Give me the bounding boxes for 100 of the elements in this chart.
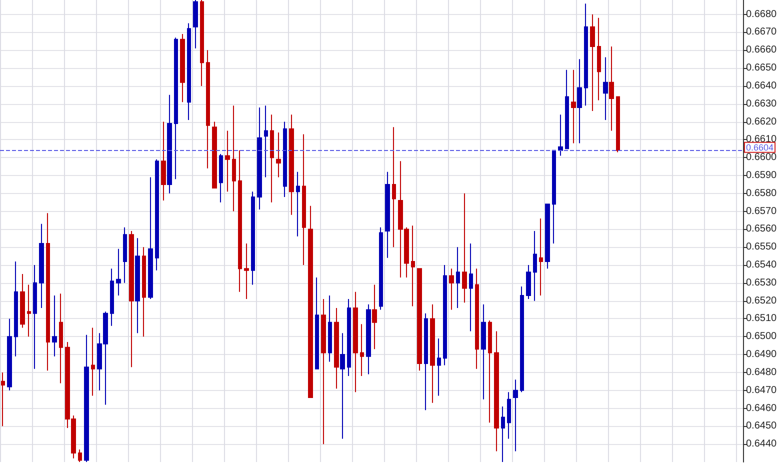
candlestick <box>449 268 454 310</box>
candlestick <box>148 176 153 300</box>
candlestick <box>206 50 210 169</box>
candlestick <box>33 264 37 370</box>
candlestick <box>187 22 191 120</box>
candlestick <box>456 246 460 308</box>
candlestick <box>155 158 159 271</box>
candlestick <box>501 406 505 462</box>
candlestick <box>238 150 242 292</box>
candlestick <box>545 204 550 270</box>
candlestick <box>251 191 255 286</box>
candlestick <box>603 56 608 120</box>
candlestick <box>417 268 422 372</box>
candlestick <box>533 230 537 302</box>
candlestick <box>123 226 127 284</box>
candlestick <box>481 304 486 400</box>
candlestick <box>283 121 287 198</box>
candlestick <box>116 248 121 296</box>
candlestick <box>110 268 114 326</box>
candlestick <box>571 69 576 144</box>
candlestick <box>366 304 371 375</box>
candlestick <box>520 286 524 393</box>
candlestick <box>437 338 441 396</box>
candlestick <box>161 121 166 202</box>
candlestick <box>347 298 351 377</box>
candlestick <box>20 273 25 328</box>
y-tick-label: 0.6650 <box>746 62 778 74</box>
y-tick-label: 0.6560 <box>746 224 778 235</box>
candlestick <box>200 0 204 86</box>
candlestick <box>590 14 595 112</box>
candlestick <box>302 134 306 266</box>
candlestick <box>411 225 415 307</box>
y-tick-label: 0.6530 <box>746 277 778 288</box>
y-tick-label: 0.6490 <box>746 349 778 360</box>
candlestick <box>59 293 63 384</box>
candlestick <box>46 212 50 372</box>
y-tick-label: 0.6600 <box>746 152 778 164</box>
candlestick <box>52 294 57 357</box>
candlestick <box>174 37 178 180</box>
candlestick <box>27 284 31 338</box>
candlestick <box>577 58 582 144</box>
candlestick <box>7 318 12 391</box>
candlestick <box>321 298 326 445</box>
candlestick <box>193 0 198 49</box>
candlestick <box>552 150 556 244</box>
candlestick <box>372 284 377 350</box>
candlestick <box>244 243 249 300</box>
candlestick <box>135 238 140 334</box>
candlestick <box>469 243 473 332</box>
candlestick <box>353 291 358 393</box>
candlestick <box>597 17 601 101</box>
candlestick <box>328 294 332 362</box>
candlestick <box>219 154 223 203</box>
candlestick <box>539 218 543 296</box>
candlestick <box>180 34 185 103</box>
candlestick <box>257 106 262 210</box>
y-tick-label: 0.6570 <box>746 206 778 217</box>
y-tick-label: 0.6680 <box>746 8 778 20</box>
candlestick <box>1 372 5 427</box>
y-tick-label: 0.6500 <box>746 331 778 342</box>
candlestick <box>232 105 236 212</box>
candlestick <box>129 230 134 368</box>
candlestick <box>296 171 300 237</box>
y-tick-label: 0.6660 <box>746 44 778 56</box>
candlestick <box>443 264 447 366</box>
y-tick-label: 0.6470 <box>746 384 778 396</box>
candlestick <box>513 379 518 452</box>
candlestick <box>609 46 614 132</box>
candlestick <box>488 320 492 424</box>
candlestick <box>84 334 89 462</box>
candlestick <box>385 171 390 258</box>
y-tick-label: 0.6540 <box>746 260 778 271</box>
candlestick <box>360 324 364 377</box>
y-tick-label: 0.6440 <box>746 438 778 450</box>
candlestick <box>225 130 230 192</box>
candlestick <box>565 69 569 150</box>
y-tick-label: 0.6550 <box>746 242 778 253</box>
candlestick <box>494 330 499 452</box>
candlestick <box>212 121 217 189</box>
y-tick-label: 0.6630 <box>746 98 778 110</box>
candlestick <box>340 332 345 440</box>
candlestick <box>526 264 531 300</box>
y-tick-label: 0.6580 <box>746 188 778 199</box>
y-tick-label: 0.6460 <box>746 402 778 414</box>
candlestick <box>616 96 620 153</box>
candlestick <box>14 260 18 357</box>
candlestick <box>91 327 95 396</box>
ref-line-label: 0.6604 <box>746 142 774 152</box>
candlestick <box>264 105 268 178</box>
y-tick-label: 0.6640 <box>746 80 778 92</box>
candlestick <box>584 3 588 106</box>
candlestick <box>270 114 274 203</box>
y-tick-label: 0.6620 <box>746 116 778 128</box>
candlestick <box>308 205 313 398</box>
candlestick <box>315 277 319 370</box>
candlestick <box>430 304 435 404</box>
candlestick <box>78 448 82 462</box>
y-tick-label: 0.6670 <box>746 26 778 38</box>
y-tick-label: 0.6450 <box>746 420 778 432</box>
candlestick <box>334 308 339 390</box>
